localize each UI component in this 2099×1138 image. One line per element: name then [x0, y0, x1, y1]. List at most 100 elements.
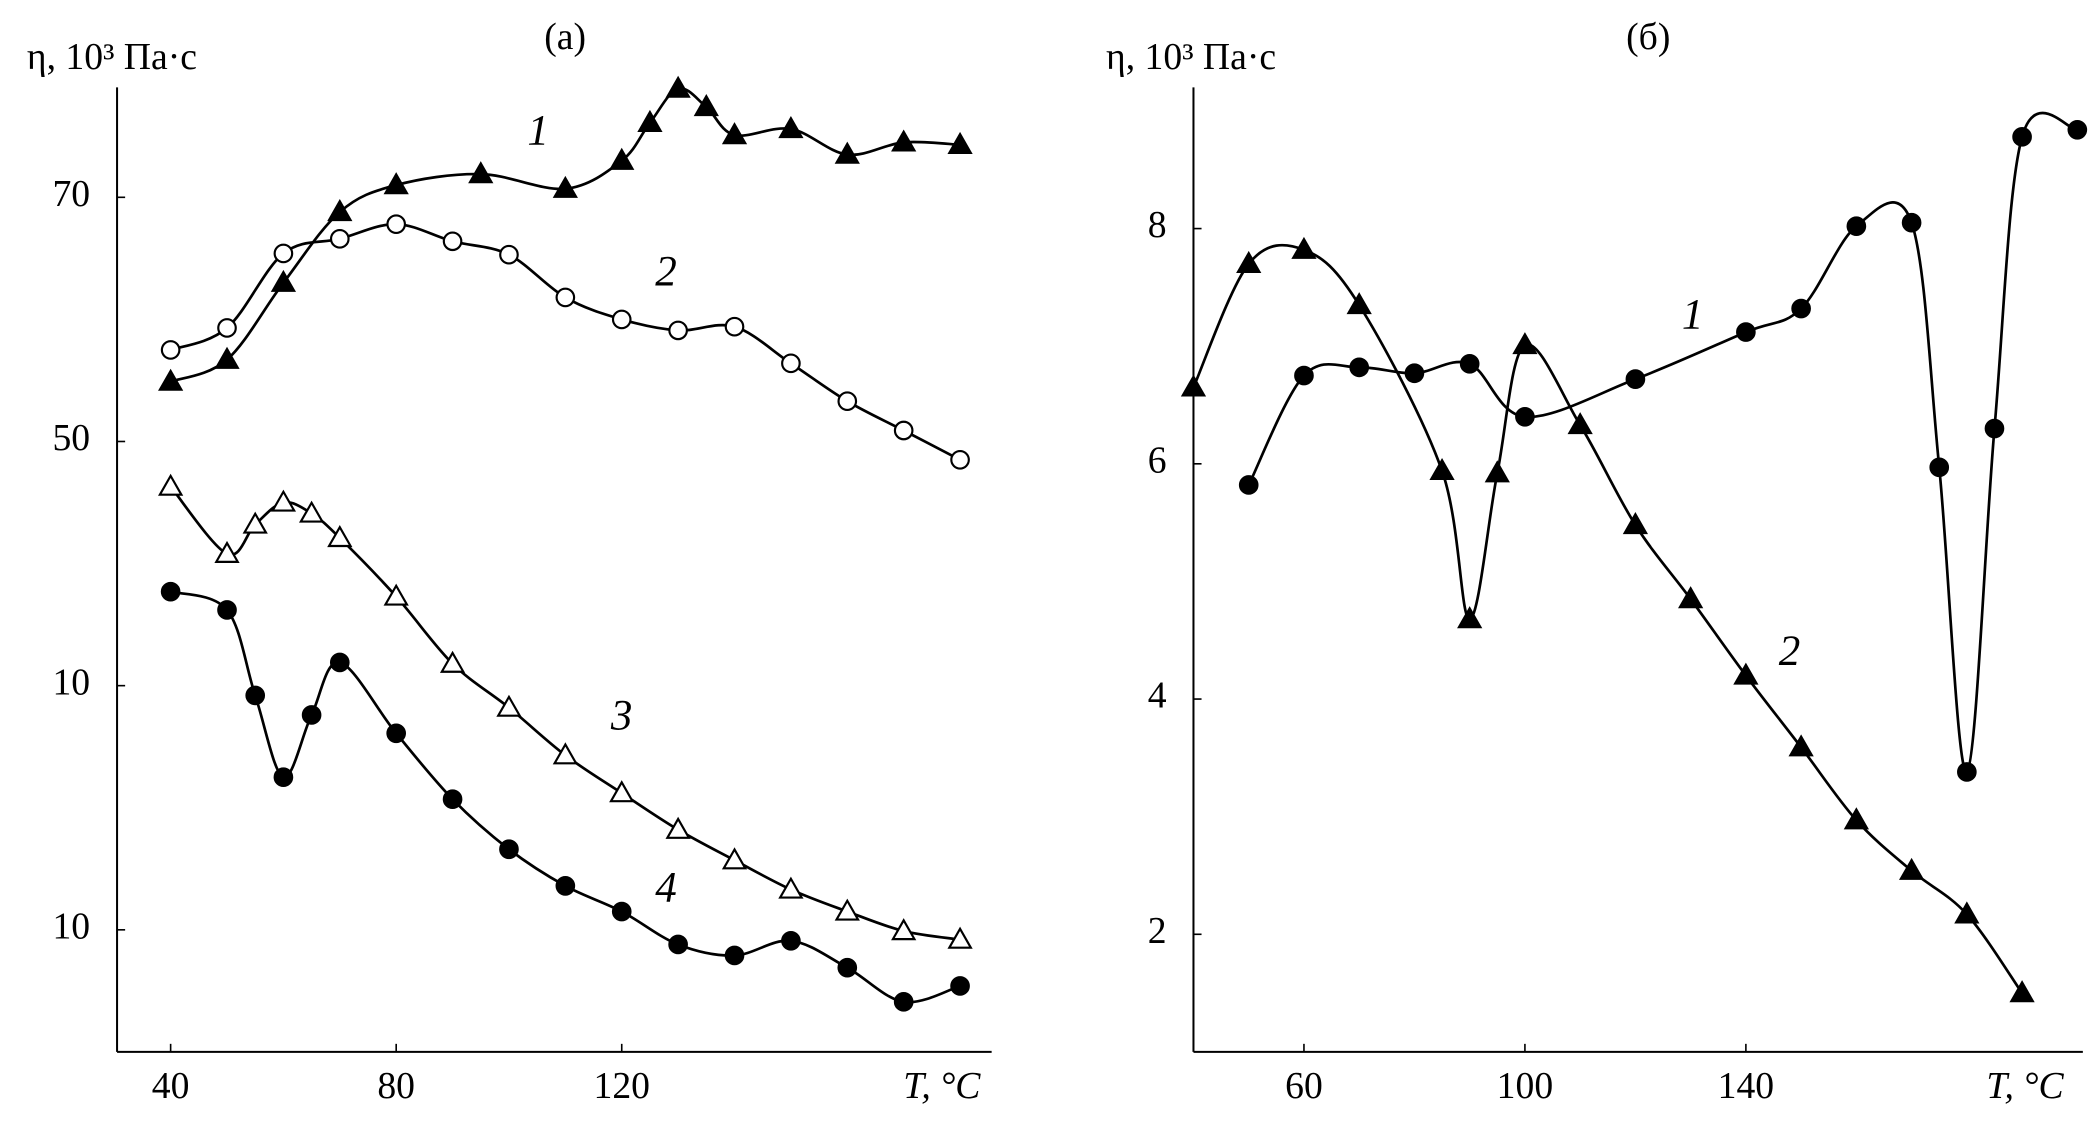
marker: [665, 816, 691, 839]
marker: [2067, 119, 2088, 140]
marker: [214, 540, 240, 563]
y-tick-label: 50: [52, 417, 90, 459]
marker: [496, 694, 522, 717]
x-tick-label: 40: [152, 1065, 190, 1107]
x-tick-label: 140: [1718, 1065, 1774, 1107]
marker: [301, 705, 322, 725]
marker: [693, 94, 719, 117]
marker: [721, 122, 748, 145]
marker: [1429, 457, 1455, 481]
marker: [1404, 363, 1425, 384]
x-tick-label: 60: [1285, 1065, 1323, 1107]
marker: [1294, 365, 1314, 386]
marker: [555, 287, 576, 308]
y-axis-label: η, 10³ Па·с: [1106, 36, 1276, 78]
x-tick-label: 120: [593, 1065, 649, 1107]
marker: [386, 214, 407, 234]
y-tick-label: 4: [1148, 675, 1167, 717]
marker: [1180, 374, 1207, 397]
marker: [1512, 332, 1538, 355]
marker: [1736, 322, 1756, 342]
marker: [611, 901, 632, 922]
curve-label: 2: [1779, 628, 1801, 675]
marker: [668, 320, 688, 341]
marker: [1788, 734, 1814, 757]
marker: [611, 309, 632, 330]
series-line: [170, 87, 961, 383]
series-line: [1247, 111, 2078, 774]
marker: [1898, 857, 1925, 880]
marker: [1791, 298, 1811, 319]
marker: [724, 945, 745, 966]
marker: [1678, 586, 1704, 609]
marker: [778, 876, 804, 899]
marker: [950, 449, 970, 470]
marker: [1349, 357, 1370, 378]
marker: [1733, 662, 1759, 685]
marker: [1236, 250, 1262, 274]
marker: [386, 723, 407, 744]
marker: [724, 316, 745, 337]
marker: [442, 789, 463, 810]
series-line: [170, 590, 961, 1004]
marker: [1291, 236, 1317, 259]
series-line: [169, 485, 961, 941]
marker: [552, 175, 578, 198]
marker: [329, 229, 350, 249]
marker: [1957, 762, 1977, 782]
marker: [891, 918, 917, 941]
curve-label: 4: [655, 865, 677, 912]
y-tick-label: 2: [1148, 910, 1167, 952]
marker: [273, 243, 294, 264]
marker: [442, 231, 463, 252]
chart-title: (б): [1626, 16, 1670, 58]
marker: [1901, 212, 1922, 233]
marker: [214, 346, 240, 369]
curve-label: 3: [610, 693, 633, 740]
marker: [158, 473, 184, 496]
curve-label: 1: [1682, 292, 1704, 339]
marker: [1984, 418, 2005, 439]
marker: [1622, 512, 1649, 535]
marker: [245, 685, 266, 706]
marker: [160, 581, 181, 602]
marker: [781, 930, 801, 951]
marker: [609, 780, 635, 803]
marker: [439, 650, 466, 673]
marker: [668, 934, 688, 955]
marker: [950, 976, 970, 996]
marker: [837, 957, 858, 978]
marker: [217, 318, 237, 338]
y-tick-label: 70: [52, 173, 90, 215]
marker: [834, 898, 860, 921]
marker: [1459, 354, 1480, 374]
marker: [1346, 292, 1372, 315]
marker: [1484, 460, 1510, 483]
marker: [781, 353, 801, 374]
marker: [552, 742, 578, 765]
marker: [834, 141, 860, 164]
marker: [158, 368, 184, 391]
marker: [468, 161, 494, 184]
marker: [893, 992, 914, 1012]
marker: [383, 172, 409, 195]
marker: [1954, 901, 1980, 924]
y-tick-label: 10: [52, 905, 90, 947]
curve-label: 1: [527, 107, 549, 154]
marker: [383, 583, 409, 606]
marker: [555, 876, 576, 896]
marker: [1457, 606, 1483, 629]
chart-title: (а): [544, 16, 586, 58]
marker: [2009, 980, 2035, 1003]
marker: [721, 847, 748, 870]
marker: [837, 391, 858, 412]
marker: [947, 926, 973, 949]
marker: [329, 652, 350, 673]
marker: [893, 420, 914, 441]
marker: [273, 767, 294, 788]
marker: [270, 489, 297, 512]
marker: [637, 109, 663, 132]
marker: [1625, 369, 1646, 389]
marker: [1846, 216, 1867, 237]
